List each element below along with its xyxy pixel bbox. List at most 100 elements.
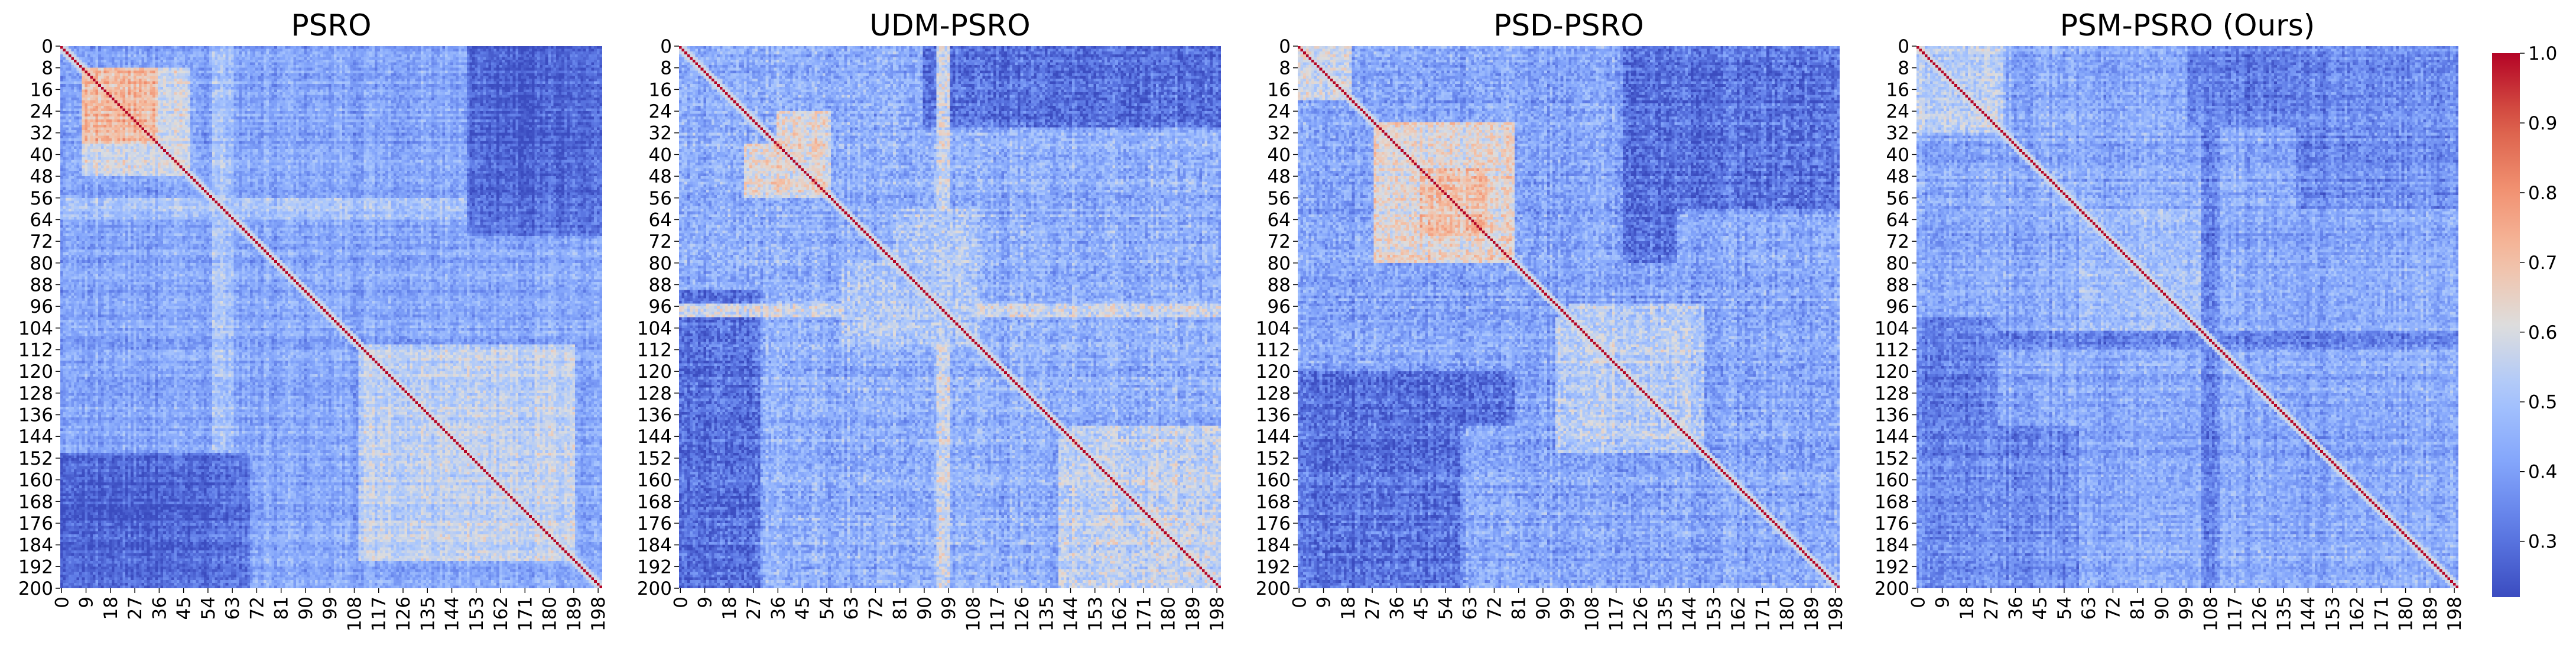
x-tick-label: 180 [540, 597, 561, 631]
y-tick-label: 184 [18, 535, 53, 556]
y-tick-label: 40 [1268, 144, 1291, 166]
y-tick-label: 136 [637, 405, 672, 426]
y-tick-label: 24 [30, 101, 53, 122]
y-tick-label: 96 [1886, 296, 1909, 317]
y-tick-label: 24 [1268, 101, 1291, 122]
x-tick-label: 144 [442, 597, 463, 631]
x-tick-label: 36 [768, 597, 789, 620]
panel-title: PSM-PSRO (Ours) [2060, 8, 2315, 43]
heatmap-panel-2: UDM-PSRO08162432404856647280889610411212… [637, 8, 1228, 631]
y-tick-label: 16 [1886, 79, 1909, 101]
y-tick-label: 56 [649, 188, 672, 209]
colorbar-tick-label: 0.3 [2528, 531, 2557, 553]
y-tick-label: 168 [1875, 491, 1909, 513]
colorbar: 0.3 0.4 0.5 0.6 0.7 0.8 0.9 1.0 [2492, 43, 2557, 597]
y-tick-label: 176 [18, 513, 53, 534]
x-tick-label: 126 [2249, 597, 2270, 631]
y-tick-label: 128 [637, 383, 672, 404]
x-tick-label: 27 [1362, 597, 1383, 620]
x-tick-label: 126 [393, 597, 414, 631]
x-tick-label: 135 [1655, 597, 1676, 631]
x-tick-label: 108 [2200, 597, 2221, 631]
x-tick-label: 108 [344, 597, 365, 631]
panel-title: PSRO [291, 8, 372, 43]
x-tick-label: 0 [51, 597, 73, 608]
y-tick-label: 72 [649, 231, 672, 252]
x-tick-label: 27 [1981, 597, 2002, 620]
y-tick-label: 192 [1256, 556, 1291, 578]
heatmap-panel-4: PSM-PSRO (Ours)0816243240485664728088961… [1875, 8, 2465, 631]
y-tick-label: 176 [1875, 513, 1909, 534]
x-tick-label: 81 [890, 597, 911, 620]
x-tick-label: 90 [2152, 597, 2173, 620]
x-tick-label: 162 [1728, 597, 1749, 631]
colorbar-tick-label: 0.9 [2528, 113, 2557, 134]
y-tick-label: 96 [1268, 296, 1291, 317]
x-tick-label: 72 [2103, 597, 2124, 620]
x-tick-label: 72 [246, 597, 268, 620]
x-tick-label: 144 [1061, 597, 1082, 631]
x-tick-label: 117 [1606, 597, 1628, 631]
x-tick-label: 63 [1460, 597, 1481, 620]
x-tick-label: 54 [1435, 597, 1457, 620]
y-tick-label: 120 [1875, 361, 1909, 383]
panel-title: UDM-PSRO [869, 8, 1030, 43]
x-tick-label: 180 [2396, 597, 2417, 631]
x-tick-label: 171 [515, 597, 536, 631]
y-tick-label: 8 [660, 58, 672, 79]
y-tick-label: 80 [1886, 253, 1909, 274]
x-tick-label: 36 [2005, 597, 2026, 620]
x-tick-label: 171 [2371, 597, 2392, 631]
x-tick-label: 90 [1533, 597, 1554, 620]
y-tick-label: 64 [1268, 209, 1291, 231]
y-tick-label: 16 [30, 79, 53, 101]
y-tick-label: 80 [649, 253, 672, 274]
y-tick-label: 192 [637, 556, 672, 578]
x-tick-label: 72 [865, 597, 886, 620]
y-tick-label: 0 [1279, 36, 1291, 57]
y-tick-label: 168 [637, 491, 672, 513]
x-tick-label: 9 [695, 597, 716, 608]
y-tick-label: 88 [1268, 274, 1291, 296]
y-tick-label: 144 [637, 426, 672, 448]
y-tick-label: 136 [1256, 405, 1291, 426]
x-tick-label: 153 [466, 597, 488, 631]
x-tick-label: 90 [295, 597, 317, 620]
y-tick-label: 80 [30, 253, 53, 274]
y-tick-label: 56 [1268, 188, 1291, 209]
colorbar-tick-label: 0.4 [2528, 462, 2557, 483]
y-tick-label: 184 [637, 535, 672, 556]
y-tick-label: 184 [1256, 535, 1291, 556]
y-tick-label: 152 [18, 448, 53, 469]
x-tick-label: 171 [1133, 597, 1155, 631]
x-tick-label: 36 [149, 597, 170, 620]
y-tick-label: 96 [30, 296, 53, 317]
y-tick-label: 112 [18, 340, 53, 361]
x-tick-label: 18 [719, 597, 740, 620]
x-tick-label: 144 [2298, 597, 2320, 631]
y-tick-label: 8 [1279, 58, 1291, 79]
y-tick-label: 48 [649, 166, 672, 187]
x-tick-label: 108 [963, 597, 984, 631]
x-tick-label: 144 [1680, 597, 1701, 631]
y-tick-label: 112 [1875, 340, 1909, 361]
x-tick-label: 72 [1484, 597, 1505, 620]
y-tick-label: 0 [660, 36, 672, 57]
x-tick-label: 135 [2273, 597, 2295, 631]
y-tick-label: 160 [18, 470, 53, 491]
y-tick-label: 120 [1256, 361, 1291, 383]
colorbar-tick-label: 0.7 [2528, 252, 2557, 274]
y-tick-label: 24 [649, 101, 672, 122]
x-tick-label: 180 [1158, 597, 1180, 631]
x-tick-label: 189 [564, 597, 585, 631]
y-tick-label: 120 [18, 361, 53, 383]
x-tick-label: 81 [271, 597, 293, 620]
x-tick-label: 198 [588, 597, 609, 631]
x-tick-label: 18 [1338, 597, 1359, 620]
x-tick-label: 135 [1036, 597, 1057, 631]
x-tick-label: 198 [1207, 597, 1228, 631]
x-tick-label: 27 [743, 597, 765, 620]
y-tick-label: 64 [30, 209, 53, 231]
y-tick-label: 56 [30, 188, 53, 209]
colorbar-gradient [2492, 53, 2520, 597]
